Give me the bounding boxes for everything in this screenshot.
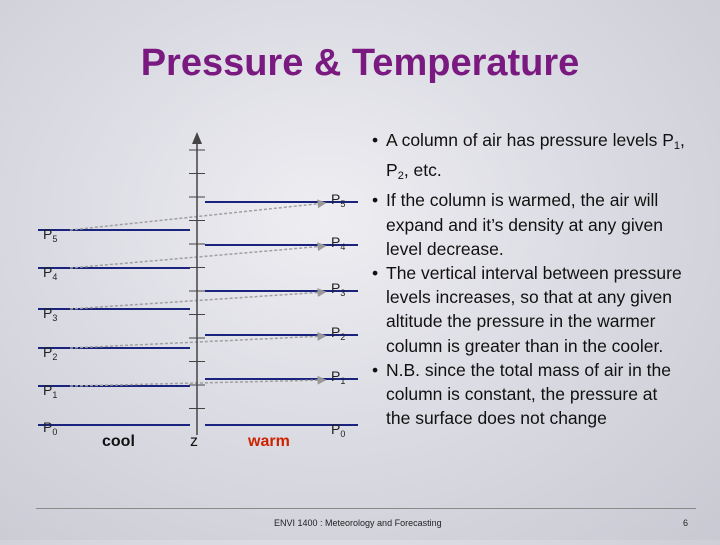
footer-text: ENVI 1400 : Meteorology and Forecasting [274,518,442,528]
bullet-item: N.B. since the total mass of air in the … [366,358,686,431]
altitude-axis-arrowhead [192,132,202,144]
cool-level-label: P1 [43,382,58,400]
z-axis-caption: z [190,433,198,450]
cool-level-label: P4 [43,264,58,282]
level-shift-arrow [69,199,327,231]
warm-level-label: P5 [331,191,346,209]
warm-caption: warm [248,433,290,450]
page-number: 6 [682,518,688,528]
cool-level-label: P5 [43,226,58,244]
cool-caption: cool [102,433,135,450]
bullet-item: The vertical interval between pressure l… [366,261,686,358]
slide-title: Pressure & Temperature [140,42,580,84]
warm-level-label: P1 [331,368,346,386]
footer: ENVI 1400 : Meteorology and Forecasting … [36,508,696,531]
bullet-item: If the column is warmed, the air will ex… [366,188,686,261]
cool-level-label: P0 [43,419,58,437]
warm-level-label: P3 [331,280,346,298]
warm-level-label: P4 [331,234,346,252]
cool-level-label: P2 [43,344,58,362]
warm-level-label: P2 [331,324,346,342]
bullet-item: A column of air has pressure levels P1, … [366,128,686,188]
cool-level-label: P3 [43,305,58,323]
warm-level-label: P0 [331,421,346,439]
bullet-list: A column of air has pressure levels P1, … [366,128,686,430]
